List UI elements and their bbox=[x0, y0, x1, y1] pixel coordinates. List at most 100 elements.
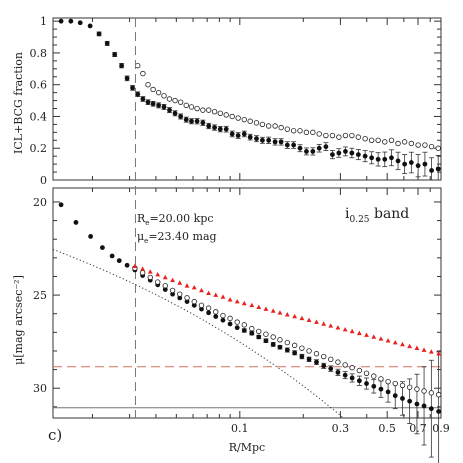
x-tick-label: 0.1 bbox=[231, 422, 249, 435]
plot-frame bbox=[52, 17, 442, 181]
data-point bbox=[362, 136, 368, 142]
plot-frame bbox=[52, 187, 442, 419]
data-point bbox=[184, 295, 190, 301]
data-point bbox=[278, 139, 284, 145]
y-tick-label: 0.8 bbox=[30, 47, 48, 60]
data-point bbox=[199, 287, 204, 293]
data-point bbox=[227, 315, 233, 322]
data-point bbox=[235, 115, 241, 121]
data-point bbox=[194, 105, 200, 112]
data-point bbox=[388, 137, 395, 143]
data-point bbox=[323, 132, 329, 139]
data-point bbox=[297, 128, 303, 134]
data-point bbox=[188, 104, 195, 110]
data-point bbox=[414, 345, 420, 350]
data-point bbox=[429, 168, 434, 173]
data-point bbox=[77, 20, 83, 26]
data-point bbox=[170, 291, 176, 297]
data-point bbox=[435, 392, 442, 398]
data-point bbox=[277, 310, 283, 315]
data-point bbox=[382, 156, 388, 162]
data-point bbox=[284, 142, 290, 148]
data-point bbox=[177, 99, 184, 105]
data-point bbox=[349, 375, 355, 381]
data-point bbox=[323, 144, 329, 150]
sersic-fit-curve bbox=[52, 248, 345, 419]
data-point bbox=[229, 113, 235, 120]
data-point bbox=[150, 101, 156, 107]
y-tick-label: 20 bbox=[33, 196, 47, 209]
data-point bbox=[299, 345, 305, 351]
y-tick-label: 30 bbox=[33, 382, 47, 395]
data-point bbox=[306, 317, 312, 323]
data-point bbox=[206, 310, 211, 316]
data-point bbox=[369, 155, 375, 161]
data-point bbox=[167, 107, 172, 113]
data-point bbox=[330, 152, 335, 157]
data-point bbox=[253, 120, 260, 126]
data-point bbox=[177, 291, 183, 297]
band-label: i0.25 band bbox=[345, 206, 409, 225]
data-point bbox=[378, 336, 384, 341]
data-point bbox=[422, 161, 428, 167]
x-tick-label: 0.7 bbox=[409, 422, 427, 435]
data-point bbox=[415, 142, 421, 148]
data-point bbox=[256, 334, 262, 340]
data-point bbox=[321, 363, 327, 369]
data-point bbox=[191, 298, 197, 305]
data-point bbox=[217, 126, 223, 132]
data-point bbox=[328, 366, 334, 372]
data-point bbox=[368, 137, 375, 143]
series-red-triangle bbox=[132, 263, 442, 356]
data-point bbox=[421, 403, 427, 409]
data-point bbox=[395, 158, 401, 164]
data-point bbox=[306, 356, 312, 362]
data-point bbox=[198, 302, 205, 309]
data-point bbox=[112, 52, 118, 57]
data-point bbox=[147, 274, 153, 281]
data-point bbox=[363, 370, 370, 377]
data-point bbox=[421, 388, 427, 394]
data-point bbox=[378, 376, 384, 382]
data-point bbox=[292, 313, 298, 319]
data-point bbox=[145, 99, 151, 105]
data-point bbox=[272, 123, 278, 129]
data-point bbox=[211, 109, 218, 115]
data-point bbox=[284, 347, 290, 353]
x-tick-label: 0.3 bbox=[332, 422, 350, 435]
data-point bbox=[395, 140, 401, 147]
data-point bbox=[270, 308, 276, 313]
data-point bbox=[147, 269, 153, 274]
y-tick-label: 0.6 bbox=[30, 79, 48, 92]
data-point bbox=[194, 118, 200, 124]
data-point bbox=[135, 62, 141, 69]
data-point bbox=[140, 96, 146, 102]
y-axis-label-mu: μ[mag arcsec⁻²] bbox=[12, 275, 25, 365]
data-point bbox=[266, 137, 272, 143]
data-point bbox=[406, 384, 413, 390]
data-point bbox=[183, 117, 189, 123]
data-point bbox=[172, 110, 178, 116]
data-point bbox=[140, 70, 146, 77]
data-point bbox=[213, 314, 219, 319]
data-point bbox=[407, 398, 413, 404]
data-point bbox=[156, 102, 162, 108]
data-point bbox=[58, 18, 64, 24]
data-point bbox=[183, 102, 189, 109]
data-point bbox=[364, 381, 369, 386]
data-point bbox=[272, 139, 278, 145]
y-tick-label: 0.2 bbox=[30, 142, 48, 155]
fraction-panel: 0 0.2 0.4 0.6 0.8 1 bbox=[30, 15, 442, 187]
data-point bbox=[328, 323, 334, 328]
y-tick-label: 1 bbox=[40, 15, 47, 28]
data-point bbox=[87, 23, 93, 29]
data-point bbox=[321, 321, 327, 326]
x-tick-label: 0.5 bbox=[378, 422, 396, 435]
data-point bbox=[200, 120, 206, 126]
mu-annotation: μe=23.40 mag bbox=[137, 230, 217, 245]
data-point bbox=[335, 325, 341, 330]
data-point bbox=[314, 359, 319, 365]
data-point bbox=[155, 89, 162, 96]
data-point bbox=[184, 299, 190, 305]
data-point bbox=[73, 220, 79, 225]
